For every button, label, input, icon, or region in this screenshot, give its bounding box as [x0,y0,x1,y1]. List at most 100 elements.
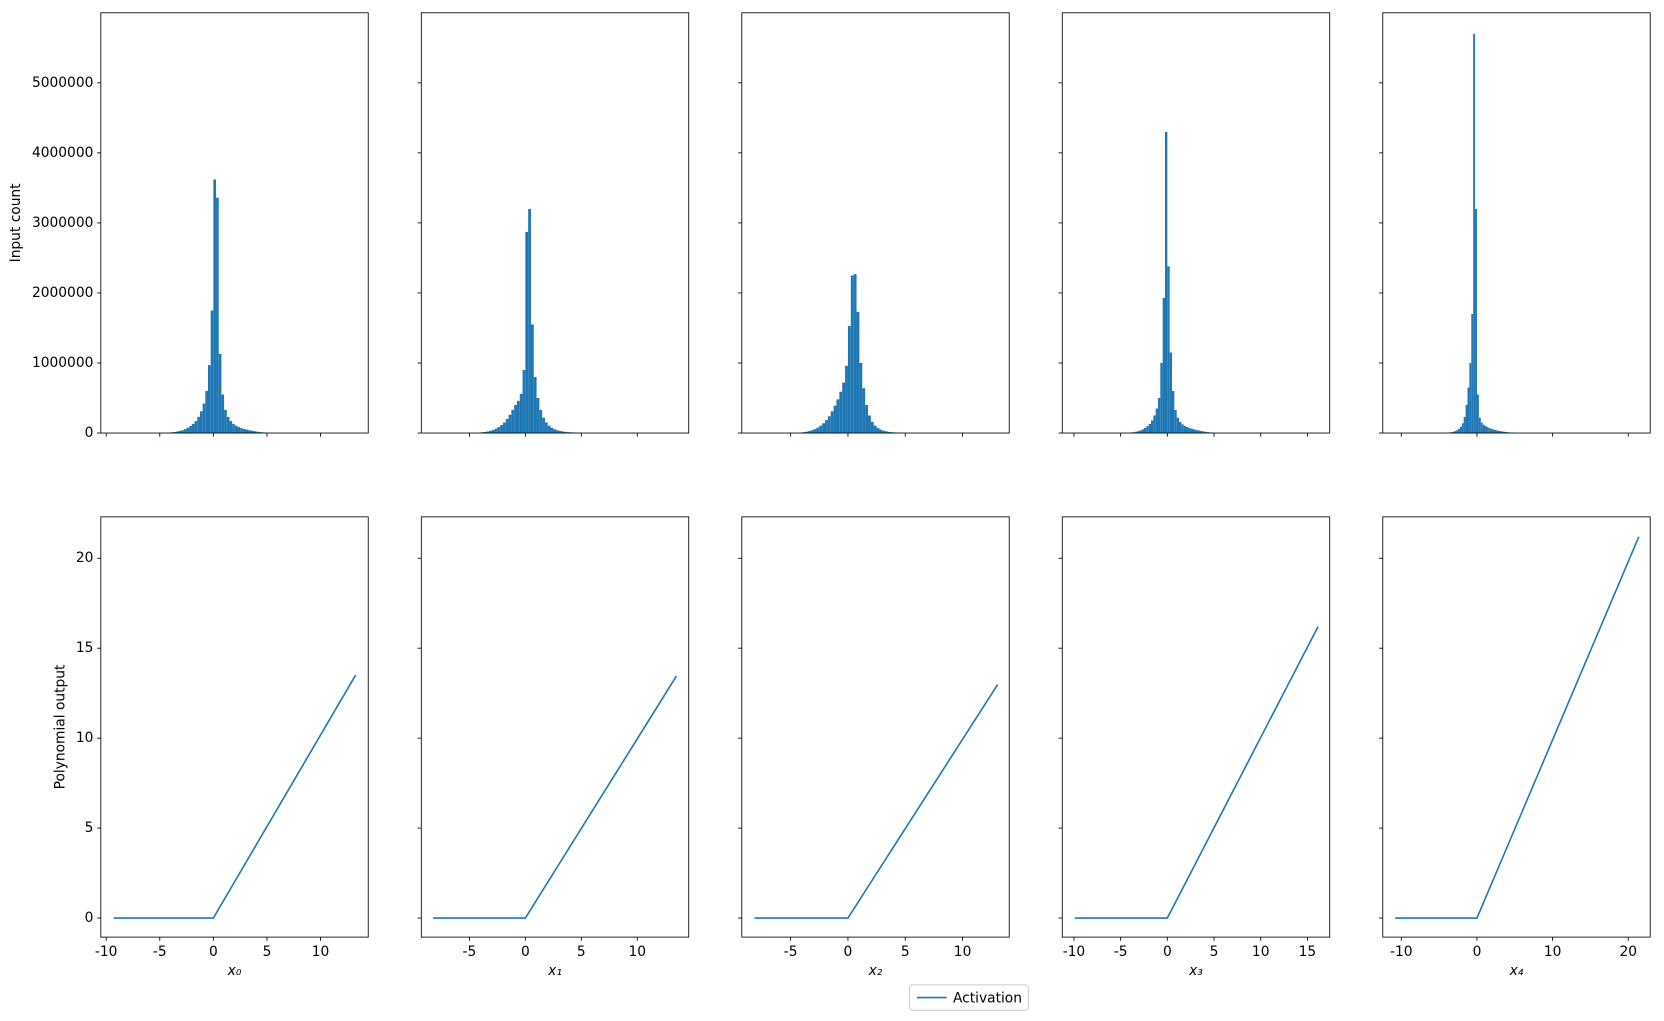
histogram-bar [218,353,222,434]
histogram-bar [232,423,235,434]
histogram-bar [1200,430,1203,434]
histogram-bar [1183,426,1187,434]
histogram-bar [173,431,176,434]
histogram-bar [1155,408,1158,434]
histogram-bar [561,431,565,434]
histogram-bar [1160,362,1163,434]
histogram-bar [1204,431,1208,434]
histogram-bar [813,429,817,434]
histogram-bar [550,427,554,434]
histogram-bar [1179,421,1182,434]
axes-frame [1382,516,1651,938]
histogram-bar [189,426,192,434]
histogram-bar [1471,313,1474,434]
histogram-bar [1172,391,1175,434]
histogram-bar [1486,427,1489,434]
histogram-bar [1181,424,1184,434]
histogram-bar [242,428,246,434]
activation-line [1395,536,1640,919]
histogram-bar [859,362,863,434]
x-tick-label: 20 [1619,944,1637,960]
histogram-bar [489,430,492,434]
histogram-bar [1167,266,1170,434]
x-tick-label: 10 [312,944,330,960]
y-tick-label: 15 [76,640,94,656]
histogram-bar [224,409,227,434]
histogram-bar [197,416,200,434]
histogram-bar [1197,430,1201,434]
histogram-bar [888,431,891,434]
x-axis-label: x₀ [227,963,242,979]
x-tick-label: -5 [463,944,477,960]
histogram-bar [1141,429,1144,434]
y-tick-label: 0 [85,910,94,926]
histogram-bar [502,422,506,434]
histogram-bar [213,179,217,434]
histogram-bar [511,409,515,434]
histogram-bar [1492,429,1494,434]
histogram-bar [564,431,568,434]
histogram-bar [1169,352,1173,434]
histogram-bar [500,424,503,434]
histogram-bar [533,376,537,434]
histogram-bar [258,432,262,434]
histogram-bar [819,425,823,434]
histogram-bar [229,421,233,434]
histogram-bar [1146,426,1149,434]
x-tick-label: 0 [1163,944,1172,960]
histogram-bar [1503,431,1506,434]
histogram-bar [1458,428,1460,434]
y-axis-label: Polynomial output [52,664,68,789]
histogram-bar [1153,415,1156,434]
y-tick-label: 20 [76,550,94,566]
histogram-bar [542,417,545,434]
histogram-bar [253,431,257,434]
x-axis-label: x₃ [1188,963,1203,979]
histogram-bar [256,431,259,434]
x-tick-label: -5 [153,944,167,960]
activation-line [1074,626,1319,919]
x-tick-label: 5 [1210,944,1219,960]
histogram-bar [544,422,548,434]
x-tick-label: 5 [263,944,272,960]
histogram-bar [248,430,251,434]
histogram-bar [873,425,877,434]
histogram-bar [1475,208,1477,434]
axes-frame [100,12,369,434]
histogram-bar [1452,431,1455,434]
y-tick-label: 5000000 [32,75,93,91]
histogram-bar [1195,429,1198,434]
histogram-bar [1174,409,1177,434]
histogram-bar [807,431,811,434]
histogram-bar [1150,420,1154,434]
histogram-bar [208,365,211,434]
histogram-bar [202,403,206,434]
y-tick-label: 4000000 [32,145,93,161]
histogram-bar [1190,428,1194,434]
histogram-bar [1488,427,1491,434]
histogram-bar [1473,33,1476,434]
histogram-bar [221,394,225,434]
axes-frame [1061,12,1331,434]
x-tick-label: -10 [1063,944,1086,960]
histogram-bar [556,430,559,434]
histogram-bar [1202,431,1205,434]
histogram-bar [845,365,848,434]
histogram-bar [522,369,526,434]
histogram-bar [1493,429,1496,434]
histogram-bar [1476,394,1479,434]
histogram-bar [856,311,860,434]
x-axis-label: x₂ [868,963,883,979]
histogram-bar [194,421,198,434]
legend-box [908,984,1029,1011]
x-axis-label: x₁ [547,963,562,979]
histogram-bar [1459,426,1462,434]
histogram-bar [519,393,523,434]
histogram-bar [1463,416,1466,434]
histogram-bar [882,430,886,434]
x-tick-label: 10 [628,944,646,960]
histogram-bar [226,416,230,434]
y-axis-label: Input count [8,183,24,263]
y-tick-label: 0 [85,425,94,441]
